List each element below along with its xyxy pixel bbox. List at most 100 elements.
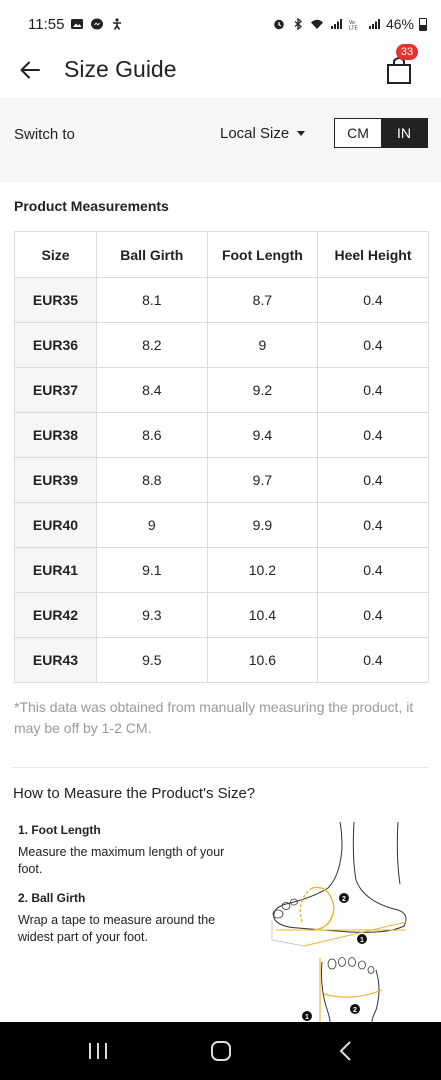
back-button[interactable] (16, 56, 44, 84)
unit-in-button[interactable]: IN (381, 119, 427, 147)
caret-down-icon (297, 131, 306, 136)
size-table: Size Ball Girth Foot Length Heel Height … (14, 231, 429, 683)
measurement-cell: 10.6 (206, 637, 319, 683)
measurement-cell: 9.9 (206, 502, 319, 548)
back-icon (339, 1041, 351, 1061)
size-cell: EUR35 (14, 277, 97, 323)
measurement-cell: 0.4 (317, 322, 429, 368)
size-cell: EUR41 (14, 547, 97, 593)
recent-apps-icon (89, 1043, 107, 1059)
measurement-disclaimer: *This data was obtained from manually me… (14, 699, 414, 736)
table-row: EUR40 9 9.9 0.4 (14, 502, 429, 548)
measurement-cell: 9.4 (206, 412, 319, 458)
measurement-cell: 8.8 (96, 457, 208, 503)
measurement-cell: 10.4 (206, 592, 319, 638)
step-description: Wrap a tape to measure around the widest… (18, 913, 216, 944)
table-row: EUR36 8.2 9 0.4 (14, 322, 429, 368)
signal-icon (330, 19, 342, 29)
home-icon (211, 1041, 231, 1061)
svg-text:LTE: LTE (349, 26, 358, 31)
table-row: EUR35 8.1 8.7 0.4 (14, 277, 429, 323)
local-size-dropdown[interactable]: Local Size (220, 125, 306, 142)
table-row: EUR41 9.1 10.2 0.4 (14, 547, 429, 593)
size-cell: EUR36 (14, 322, 97, 368)
measurement-cell: 8.1 (96, 277, 208, 323)
bag-count-badge: 33 (396, 44, 418, 60)
measurement-cell: 10.2 (206, 547, 319, 593)
wifi-icon (310, 19, 323, 29)
divider (12, 767, 429, 768)
battery-percent: 46% (385, 16, 414, 32)
alarm-icon (274, 19, 284, 30)
unit-switch-bar: Switch to Local Size CM IN (0, 98, 441, 182)
marker-1-icon (357, 934, 367, 944)
table-row: EUR38 8.6 9.4 0.4 (14, 412, 429, 458)
measurement-cell: 9.2 (206, 367, 319, 413)
status-left: 11:55 (28, 16, 124, 33)
app-header: Size Guide (0, 48, 441, 98)
marker-label: 2 (353, 1007, 357, 1014)
measurement-cell: 9 (96, 502, 208, 548)
home-button[interactable] (203, 1038, 239, 1064)
how-to-title: How to Measure the Product's Size? (13, 785, 256, 802)
measurement-cell: 9.1 (96, 547, 208, 593)
signal-icon (368, 19, 380, 29)
measurement-cell: 0.4 (317, 367, 429, 413)
page-title: Size Guide (64, 56, 177, 82)
measurement-cell: 8.6 (96, 412, 208, 458)
arrow-left-icon (20, 61, 40, 79)
marker-1-icon (302, 1011, 312, 1021)
size-cell: EUR39 (14, 457, 97, 503)
measurement-cell: 8.4 (96, 367, 208, 413)
status-bar: 11:55 Vo LTE 46% (0, 0, 441, 48)
measurement-cell: 0.4 (317, 592, 429, 638)
messenger-icon (91, 18, 104, 30)
step-title: 1. Foot Length (18, 823, 101, 837)
step-title: 2. Ball Girth (18, 891, 86, 905)
marker-2-icon (339, 893, 349, 903)
measurement-cell: 0.4 (317, 637, 429, 683)
foot-top-illustration: 2 1 (302, 957, 383, 1022)
size-cell: EUR38 (14, 412, 97, 458)
local-size-label: Local Size (220, 125, 290, 142)
unit-toggle: CM IN (334, 118, 428, 148)
size-table-body: EUR35 8.1 8.7 0.4 EUR36 8.2 9 0.4 EUR37 8.4 9.2 0.4… (14, 277, 429, 683)
table-row: EUR39 8.8 9.7 0.4 (14, 457, 429, 503)
measurement-cell: 0.4 (317, 412, 429, 458)
bluetooth-icon (294, 18, 302, 30)
size-cell: EUR43 (14, 637, 97, 683)
table-row: EUR42 9.3 10.4 0.4 (14, 592, 429, 638)
table-row: EUR37 8.4 9.2 0.4 (14, 367, 429, 413)
measurement-cell: 0.4 (317, 547, 429, 593)
size-cell: EUR40 (14, 502, 97, 548)
svg-text:Vo: Vo (349, 20, 355, 26)
measurement-cell: 9.7 (206, 457, 319, 503)
size-cell: EUR42 (14, 592, 97, 638)
column-header: Size (14, 231, 97, 278)
measurement-cell: 9 (206, 322, 319, 368)
column-header: Heel Height (317, 231, 429, 278)
step-description: Measure the maximum length of your foot. (18, 845, 225, 876)
column-header: Foot Length (206, 231, 319, 278)
measurement-cell: 8.2 (96, 322, 208, 368)
measurement-cell: 0.4 (317, 277, 429, 323)
unit-cm-button[interactable]: CM (335, 119, 381, 147)
measurement-cell: 9.3 (96, 592, 208, 638)
gallery-icon (71, 19, 84, 29)
back-nav-button[interactable] (328, 1038, 364, 1064)
status-time: 11:55 (28, 15, 65, 33)
column-header: Ball Girth (96, 231, 208, 278)
size-cell: EUR37 (14, 367, 97, 413)
measurement-cell: 0.4 (317, 502, 429, 548)
measurement-cell: 8.7 (206, 277, 319, 323)
marker-2-icon (350, 1004, 360, 1014)
table-row: EUR43 9.5 10.6 0.4 (14, 637, 429, 683)
switch-to-label: Switch to (14, 126, 75, 143)
system-nav-bar (0, 1022, 441, 1080)
measurement-cell: 0.4 (317, 457, 429, 503)
battery-icon (419, 17, 427, 31)
measurement-cell: 9.5 (96, 637, 208, 683)
accessibility-icon (113, 18, 122, 30)
recent-apps-button[interactable] (80, 1038, 116, 1064)
